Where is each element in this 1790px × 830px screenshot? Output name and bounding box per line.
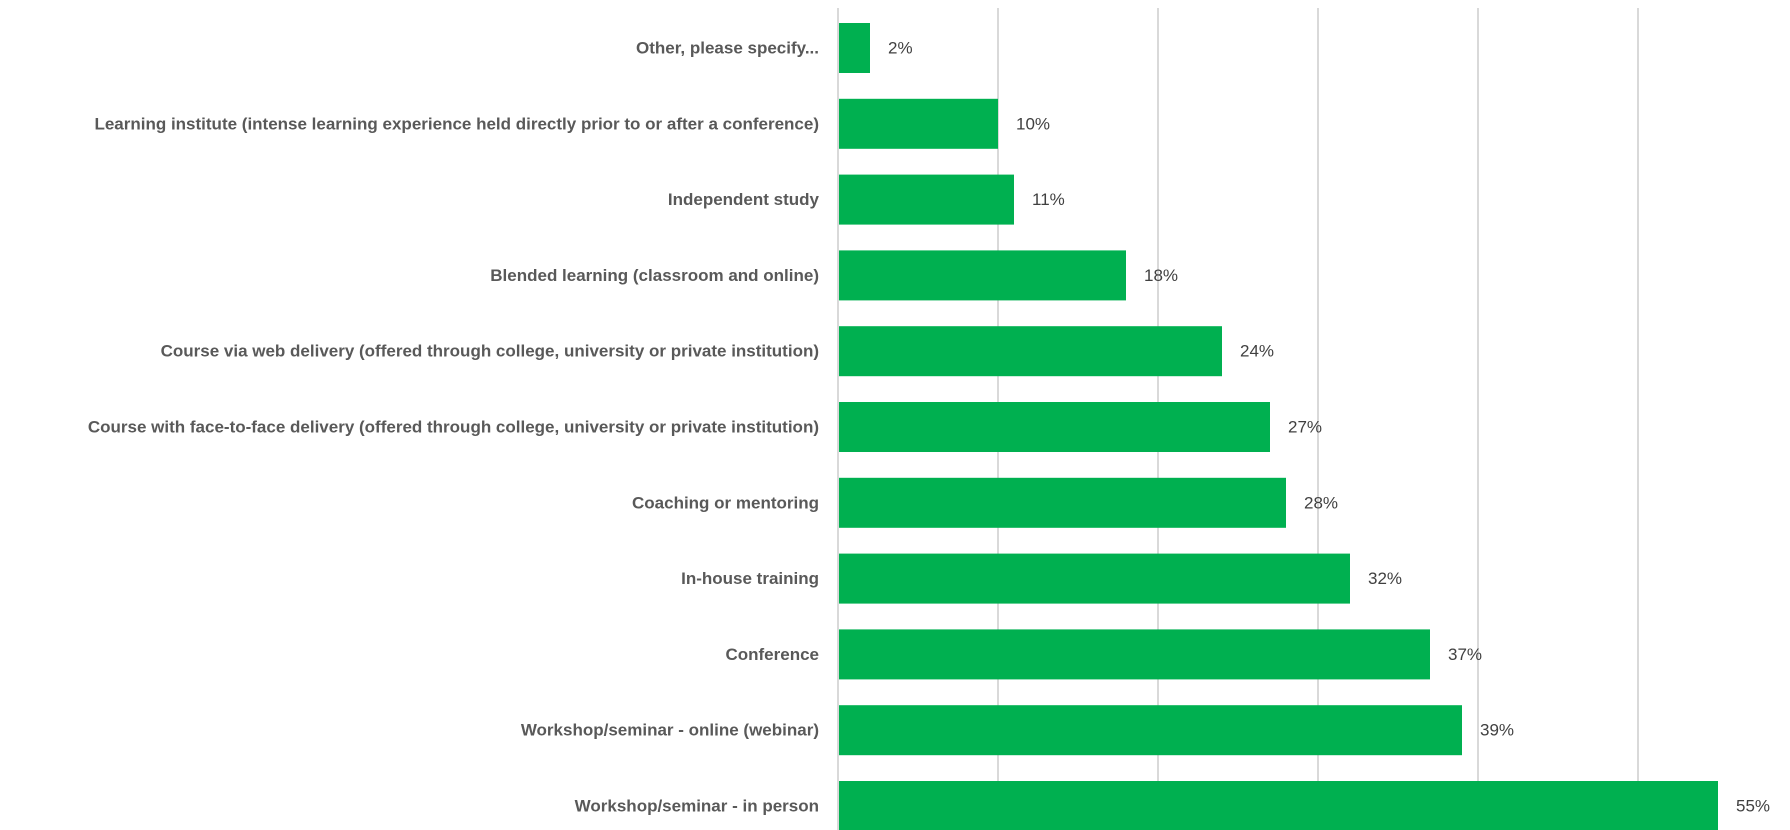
category-label-7: In-house training [681,569,819,588]
value-label-1: 10% [1016,114,1050,133]
value-label-3: 18% [1144,266,1178,285]
gridlines [997,8,1639,830]
bar-2 [838,174,1014,225]
category-label-4: Course via web delivery (offered through… [161,342,819,361]
category-label-8: Conference [725,645,819,664]
value-label-4: 24% [1240,342,1274,361]
bar-9 [838,705,1462,756]
value-label-8: 37% [1448,645,1482,664]
value-label-5: 27% [1288,418,1322,437]
bar-3 [838,250,1126,301]
category-label-1: Learning institute (intense learning exp… [94,114,819,133]
value-label-0: 2% [888,39,913,58]
bar-1 [838,98,998,149]
value-label-10: 55% [1736,797,1770,816]
bar-5 [838,402,1270,452]
bar-7 [838,553,1350,604]
bar-4 [838,326,1222,377]
category-label-2: Independent study [668,190,820,209]
category-labels: Other, please specify... Learning institu… [88,39,820,816]
category-label-5: Course with face-to-face delivery (offer… [88,418,819,437]
value-label-9: 39% [1480,721,1514,740]
category-label-10: Workshop/seminar - in person [575,797,819,816]
category-label-9: Workshop/seminar - online (webinar) [521,721,819,740]
category-label-6: Coaching or mentoring [632,493,819,512]
value-labels: 2% 10% 11% 18% 24% 27% 28% 32% 37% 39% 55% [888,39,1770,816]
bars [838,23,1718,830]
bar-6 [838,477,1286,528]
bar-8 [838,629,1430,680]
value-label-2: 11% [1032,190,1065,209]
value-label-7: 32% [1368,569,1402,588]
value-label-6: 28% [1304,493,1338,512]
bar-0 [838,23,870,73]
category-label-0: Other, please specify... [636,39,819,58]
category-label-3: Blended learning (classroom and online) [490,266,819,285]
bar-10 [838,781,1718,830]
